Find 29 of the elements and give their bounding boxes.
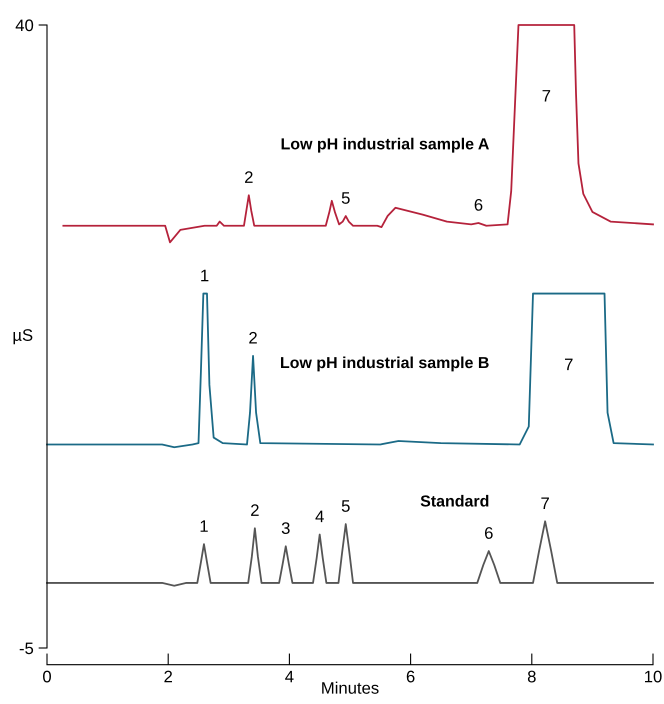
x-tick-label: 2 xyxy=(164,670,172,682)
annotation: 7 xyxy=(564,358,573,370)
x-tick-label: 8 xyxy=(528,670,536,682)
y-axis-title: µS xyxy=(14,329,32,344)
line-series xyxy=(46,292,654,448)
annotation: 2 xyxy=(249,332,257,344)
annotation: 7 xyxy=(542,90,550,102)
annotation: 1 xyxy=(200,520,208,532)
y-tick-label: 40 xyxy=(16,19,34,32)
annotation: 4 xyxy=(315,510,324,522)
annotation: 6 xyxy=(484,527,493,539)
series-label: Low pH industrial sample A xyxy=(282,138,489,153)
text: Standard xyxy=(420,494,488,507)
line-series xyxy=(62,24,654,244)
annotation: 5 xyxy=(342,192,350,204)
x-tick-label: 10 xyxy=(645,670,662,682)
annotation: 2 xyxy=(245,171,253,183)
annotation: 6 xyxy=(474,198,482,211)
annotation: 1 xyxy=(201,270,208,282)
x-tick-label: 6 xyxy=(406,670,414,682)
annotation: 5 xyxy=(342,500,350,512)
annotation: 7 xyxy=(541,498,549,509)
x-tick-label: 4 xyxy=(285,670,294,682)
annotation: 3 xyxy=(282,522,290,534)
x-axis-title: Minutes xyxy=(322,682,379,694)
x-tick-label: 0 xyxy=(43,670,51,682)
y-tick-label: -5 xyxy=(20,642,34,654)
series-label: Low pH industrial sample B xyxy=(281,356,489,372)
annotation: 2 xyxy=(251,504,259,516)
